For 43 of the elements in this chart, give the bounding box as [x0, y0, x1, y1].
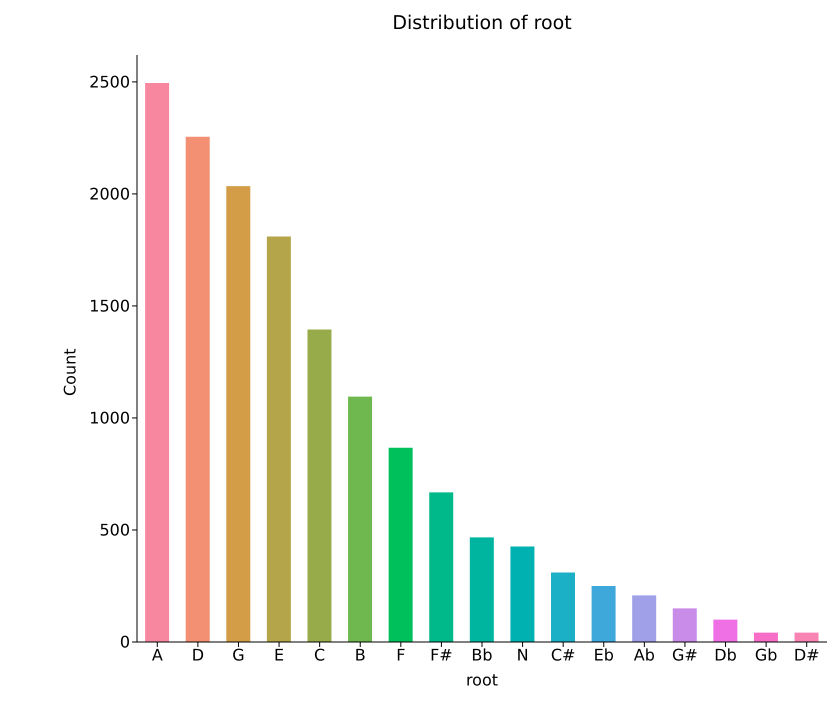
y-tick-label: 500: [99, 520, 130, 540]
bar: [429, 492, 454, 642]
bar: [713, 620, 738, 642]
y-axis-title: Count: [60, 348, 80, 396]
x-tick-label: C: [314, 645, 326, 664]
chart-title: Distribution of root: [391, 12, 573, 34]
y-tick-label: 1000: [89, 408, 130, 428]
x-tick-label: B: [354, 645, 366, 664]
bar: [470, 537, 494, 642]
y-tick-label: 1500: [89, 296, 130, 316]
bar: [307, 329, 332, 642]
x-tick-label: A: [152, 645, 163, 664]
x-tick-label: F: [396, 645, 406, 664]
x-tick-label: D#: [794, 645, 820, 664]
bar: [592, 586, 616, 642]
x-tick-label: E: [274, 645, 284, 664]
x-tick-label: Gb: [754, 645, 778, 664]
bar: [145, 83, 170, 642]
y-tick-label: 2500: [89, 72, 130, 92]
bar: [632, 595, 656, 642]
bar: [186, 136, 210, 642]
bar: [672, 608, 697, 642]
x-tick-label: D: [192, 645, 204, 664]
y-tick-label: 2000: [89, 184, 130, 204]
bar: [551, 572, 575, 642]
x-tick-label: Bb: [471, 645, 493, 664]
x-tick-label: F#: [430, 645, 453, 664]
bar: [348, 396, 372, 642]
bar: [510, 546, 534, 642]
x-tick-label: G: [232, 645, 245, 664]
x-tick-label: C#: [550, 645, 576, 664]
x-tick-label: G#: [672, 645, 698, 664]
x-tick-label: Ab: [634, 645, 655, 664]
x-tick-label: N: [516, 645, 529, 664]
bar: [794, 632, 819, 642]
x-tick-label: Db: [714, 645, 737, 664]
bar: [226, 186, 250, 642]
x-tick-label: Eb: [594, 645, 614, 664]
bar: [754, 632, 778, 642]
y-tick-label: 0: [120, 632, 130, 652]
bar: [388, 448, 413, 642]
bar: [266, 236, 291, 642]
x-axis-title: root: [466, 670, 498, 690]
